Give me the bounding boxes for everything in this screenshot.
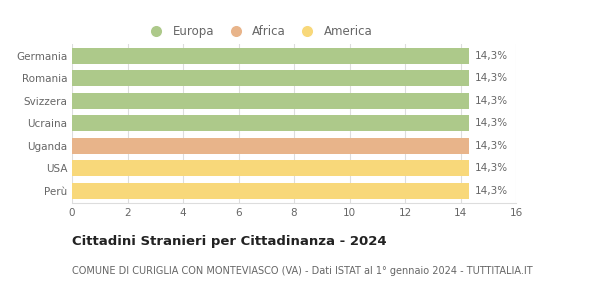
Bar xyxy=(72,160,469,176)
Legend: Europa, Africa, America: Europa, Africa, America xyxy=(140,21,377,43)
Text: 14,3%: 14,3% xyxy=(475,118,508,128)
Bar xyxy=(72,93,469,109)
Text: 14,3%: 14,3% xyxy=(475,73,508,83)
Text: 14,3%: 14,3% xyxy=(475,186,508,196)
Bar xyxy=(72,70,469,86)
Bar xyxy=(72,48,469,64)
Text: 14,3%: 14,3% xyxy=(475,141,508,151)
Text: 14,3%: 14,3% xyxy=(475,163,508,173)
Bar xyxy=(72,115,469,131)
Bar xyxy=(72,138,469,154)
Text: Cittadini Stranieri per Cittadinanza - 2024: Cittadini Stranieri per Cittadinanza - 2… xyxy=(72,235,386,248)
Text: COMUNE DI CURIGLIA CON MONTEVIASCO (VA) - Dati ISTAT al 1° gennaio 2024 - TUTTIT: COMUNE DI CURIGLIA CON MONTEVIASCO (VA) … xyxy=(72,266,533,276)
Text: 14,3%: 14,3% xyxy=(475,96,508,106)
Bar xyxy=(72,183,469,199)
Text: 14,3%: 14,3% xyxy=(475,51,508,61)
